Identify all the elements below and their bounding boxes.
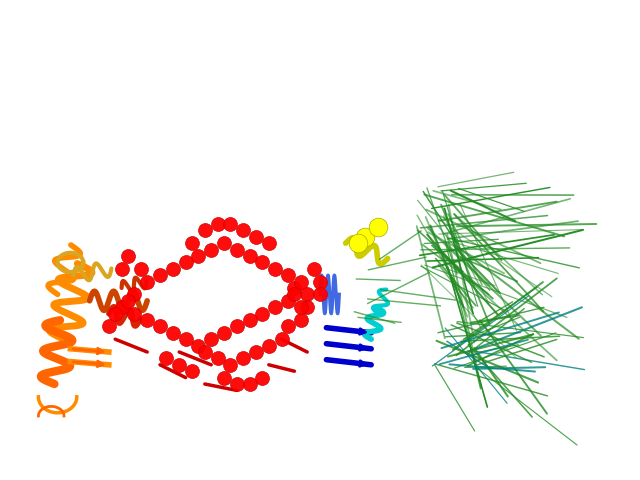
Point	[296, 303, 306, 311]
Point	[200, 227, 210, 234]
Point	[116, 265, 127, 273]
Point	[116, 303, 127, 311]
Point	[200, 348, 210, 356]
Point	[161, 355, 172, 362]
Point	[315, 290, 325, 298]
Point	[308, 265, 319, 273]
Point	[110, 310, 120, 317]
Point	[155, 323, 165, 330]
Point	[251, 233, 261, 240]
Point	[238, 355, 248, 362]
Point	[270, 265, 280, 273]
Point	[232, 246, 242, 253]
Point	[104, 323, 114, 330]
Point	[296, 316, 306, 324]
Point	[225, 220, 236, 228]
Point	[238, 227, 248, 234]
Point	[129, 290, 140, 298]
Point	[372, 223, 383, 231]
Point	[123, 297, 133, 305]
Point	[283, 323, 293, 330]
Point	[155, 271, 165, 279]
Point	[276, 336, 287, 343]
Point	[264, 342, 274, 349]
Point	[257, 259, 268, 266]
Point	[315, 278, 325, 286]
Point	[232, 380, 242, 388]
Point	[142, 278, 152, 286]
Point	[225, 361, 236, 369]
Point	[206, 246, 216, 253]
Point	[142, 316, 152, 324]
Point	[264, 240, 274, 247]
Point	[136, 265, 146, 273]
Point	[296, 278, 306, 286]
Point	[251, 348, 261, 356]
Point	[180, 259, 191, 266]
Point	[302, 303, 312, 311]
Point	[360, 233, 370, 240]
Point	[168, 329, 178, 336]
Point	[302, 290, 312, 298]
Point	[219, 240, 229, 247]
Point	[283, 297, 293, 305]
Point	[257, 374, 268, 382]
Point	[219, 374, 229, 382]
Point	[193, 252, 204, 260]
Point	[212, 355, 223, 362]
Point	[168, 265, 178, 273]
Point	[289, 290, 300, 298]
Point	[187, 367, 197, 375]
Point	[123, 252, 133, 260]
Point	[129, 310, 140, 317]
Point	[193, 342, 204, 349]
Point	[212, 220, 223, 228]
Point	[244, 316, 255, 324]
Point	[289, 284, 300, 292]
Point	[174, 361, 184, 369]
Point	[353, 240, 364, 247]
Point	[244, 252, 255, 260]
Point	[232, 323, 242, 330]
Point	[206, 336, 216, 343]
Point	[244, 380, 255, 388]
Point	[187, 240, 197, 247]
Point	[180, 336, 191, 343]
Point	[270, 303, 280, 311]
Point	[283, 271, 293, 279]
Point	[219, 329, 229, 336]
Point	[257, 310, 268, 317]
